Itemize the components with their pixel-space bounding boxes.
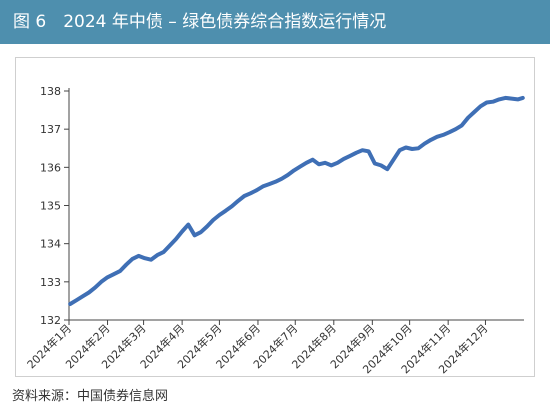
y-tick-label: 132 (40, 314, 61, 327)
line-chart: 132 133 134 135 136 137 138 2024年1月2024年2月2024… (24, 85, 525, 376)
y-tick-label: 135 (40, 200, 61, 213)
series-group (68, 95, 525, 306)
source-note: 资料来源：中国债券信息网 (12, 389, 169, 404)
y-tick-label: 136 (40, 161, 61, 174)
series-line-0 (68, 95, 525, 306)
y-tick-label: 134 (40, 238, 61, 251)
y-tick-label: 138 (40, 85, 61, 98)
chart-frame: 132 133 134 135 136 137 138 2024年1月 2024年2月 2024… (15, 57, 535, 377)
figure-title: 图 6 2024 年中债 – 绿色债券综合指数运行情况 (0, 0, 550, 44)
y-tick-label: 133 (40, 276, 61, 289)
y-axis: 132 133 134 135 136 137 138 (40, 85, 70, 327)
y-tick-label: 137 (40, 123, 61, 136)
x-axis: 2024年1月2024年2月2024年3月2024年4月2024年5月2024年… (24, 319, 524, 376)
